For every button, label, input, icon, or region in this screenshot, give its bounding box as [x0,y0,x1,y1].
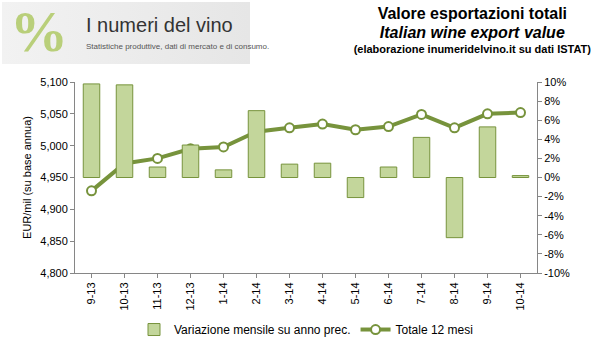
svg-text:9-14: 9-14 [481,282,493,304]
svg-text:-8%: -8% [544,248,564,260]
svg-text:Totale 12 mesi: Totale 12 mesi [396,323,473,337]
svg-text:4,850: 4,850 [40,235,68,247]
svg-text:4%: 4% [544,133,560,145]
svg-text:11-13: 11-13 [151,282,163,309]
svg-text:6-14: 6-14 [382,282,394,304]
svg-text:10-14: 10-14 [514,282,526,310]
svg-text:10%: 10% [544,76,566,88]
svg-text:-2%: -2% [544,190,564,202]
svg-text:EUR/mil (su base annua): EUR/mil (su base annua) [21,116,33,239]
svg-text:4,900: 4,900 [40,203,68,215]
svg-text:-10%: -10% [544,267,570,279]
svg-text:5-14: 5-14 [349,282,361,304]
html-text:Valore esportazioni totali: Valore esportazioni totali [377,5,567,22]
html-text:(elaborazione inumeridelvino.i: (elaborazione inumeridelvino.it su dati … [353,43,591,55]
svg-text:1-14: 1-14 [217,282,229,304]
svg-text:5,000: 5,000 [40,140,68,152]
svg-text:Variazione mensile su anno pre: Variazione mensile su anno prec. [174,323,351,337]
svg-text:8-14: 8-14 [448,282,460,304]
html-text:Statistiche produttive, dati d: Statistiche produttive, dati di mercato … [86,42,270,51]
svg-text:9-13: 9-13 [85,282,97,304]
html-text:I numeri del vino: I numeri del vino [86,14,233,36]
svg-text:12-13: 12-13 [184,282,196,310]
svg-text:4,950: 4,950 [40,171,68,183]
html-text:Italian wine export value: Italian wine export value [379,24,565,41]
svg-text:2%: 2% [544,152,560,164]
svg-text:6%: 6% [544,114,560,126]
svg-text:3-14: 3-14 [283,282,295,304]
svg-text:2-14: 2-14 [250,282,262,304]
svg-text:7-14: 7-14 [415,282,427,304]
svg-text:-6%: -6% [544,229,564,241]
svg-text:4,800: 4,800 [40,267,68,279]
svg-text:8%: 8% [544,95,560,107]
svg-text:10-13: 10-13 [118,282,130,310]
svg-text:5,100: 5,100 [40,76,68,88]
svg-text:0%: 0% [544,171,560,183]
svg-text:4-14: 4-14 [316,282,328,304]
svg-text:-4%: -4% [544,210,564,222]
svg-text:5,050: 5,050 [40,108,68,120]
